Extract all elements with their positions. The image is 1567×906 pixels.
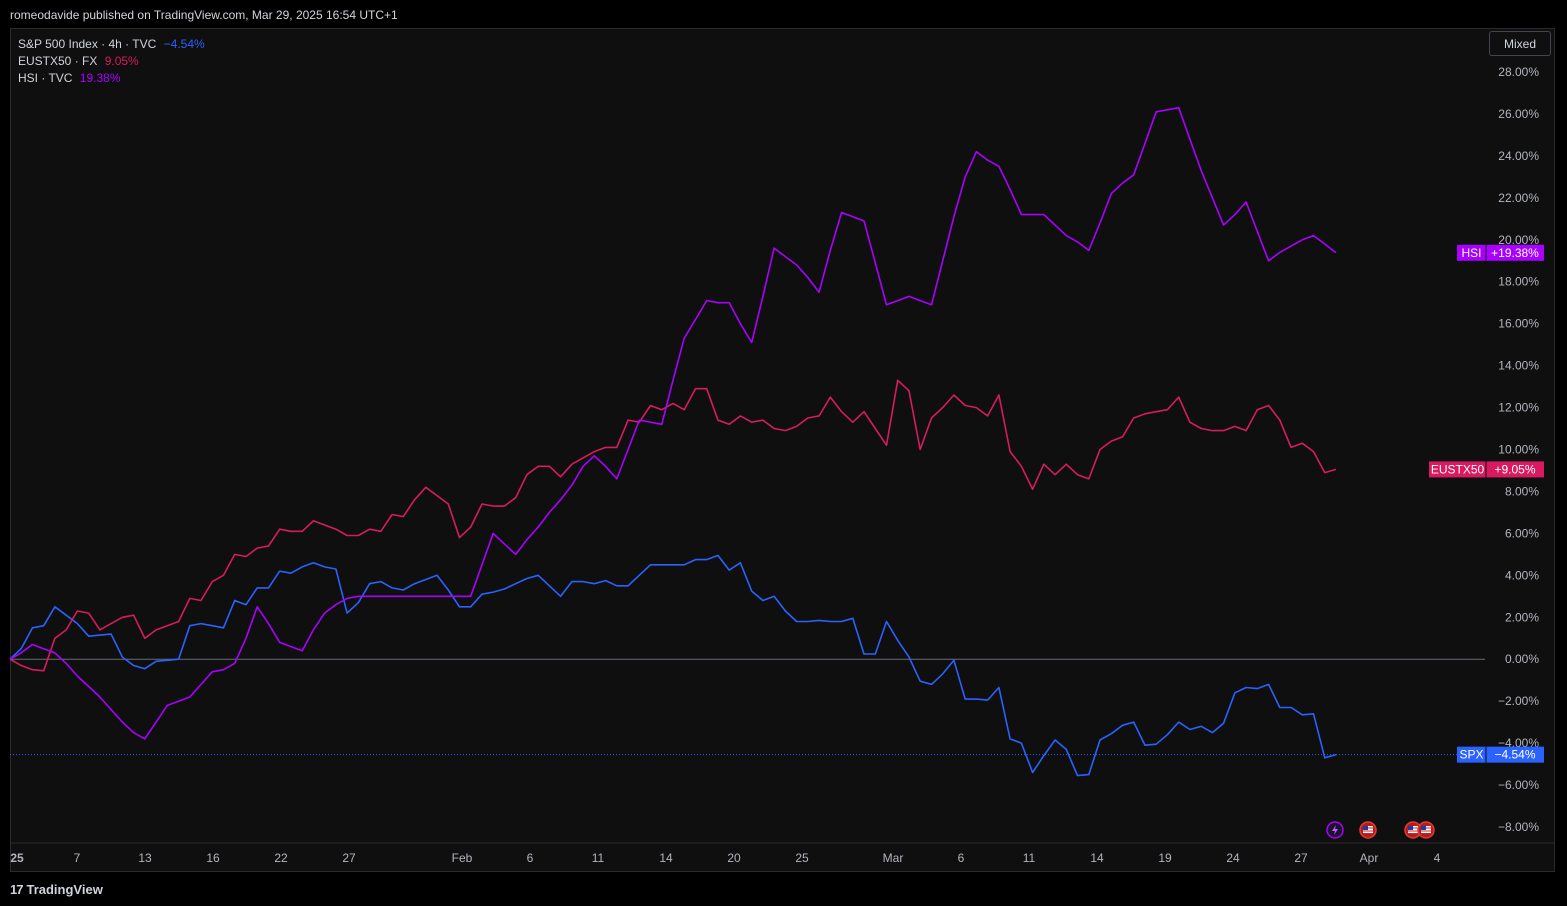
x-tick-label: 7 — [74, 851, 81, 865]
us-flag-event-icon[interactable] — [1359, 821, 1377, 839]
x-tick-label: 25 — [795, 851, 809, 865]
x-tick-label: 16 — [206, 851, 220, 865]
legend-row-hsi[interactable]: HSI · TVC 19.38% — [18, 70, 205, 87]
x-tick-label: 25 — [10, 851, 24, 865]
tradingview-logo-icon: 17 — [10, 881, 24, 897]
publish-header: romeodavide published on TradingView.com… — [0, 0, 1567, 30]
scale-mode-label: Mixed — [1503, 36, 1536, 51]
legend-value: 9.05% — [104, 54, 139, 68]
price-label-tag: SPX — [1459, 748, 1483, 762]
tradingview-brand: TradingView — [26, 881, 103, 897]
axis-layer: 28.00% 26.00% 24.00% 22.00% 20.00% 18.00% 16.0… — [10, 65, 1555, 865]
footer: 17 TradingView — [0, 872, 1567, 906]
price-label-value-bg — [1486, 461, 1544, 478]
x-tick-label: 11 — [1023, 851, 1036, 865]
x-tick-label: Mar — [883, 851, 904, 865]
label-layer: SPX −4.54% EUSTX50 +9.05% HSI +19.38% — [1429, 244, 1544, 763]
legend-row-spx[interactable]: S&P 500 Index · 4h · TVC −4.54% — [18, 36, 205, 53]
series-line-spx[interactable] — [9, 554, 1337, 777]
x-tick-label: Apr — [1360, 851, 1379, 865]
price-label-tag: EUSTX50 — [1431, 462, 1485, 476]
legend-value: 19.38% — [79, 71, 121, 85]
price-label-value-bg — [1486, 244, 1544, 261]
y-tick-label: 2.00% — [1505, 610, 1539, 624]
price-label-spx: SPX −4.54% — [1457, 746, 1544, 763]
price-label-tag: HSI — [1461, 246, 1481, 260]
series-line-eustx50[interactable] — [9, 379, 1337, 672]
y-tick-label: −8.00% — [1498, 820, 1539, 834]
x-tick-label: 11 — [592, 851, 605, 865]
us-flag-event-icon[interactable] — [1404, 821, 1422, 839]
x-tick-label: 27 — [342, 851, 356, 865]
scale-mode-button[interactable]: Mixed — [1489, 31, 1551, 56]
y-tick-label: 4.00% — [1505, 568, 1539, 582]
y-tick-label: 6.00% — [1505, 526, 1539, 540]
legend-name: EUSTX50 · FX — [18, 54, 98, 68]
x-tick-label: 24 — [1226, 851, 1240, 865]
price-label-value-bg — [1486, 746, 1544, 763]
y-tick-label: 8.00% — [1505, 484, 1539, 498]
y-tick-label: 22.00% — [1498, 191, 1539, 205]
x-tick-label: Feb — [452, 851, 473, 865]
x-tick-label: 22 — [274, 851, 288, 865]
y-tick-label: 24.00% — [1498, 149, 1539, 163]
y-tick-label: −6.00% — [1498, 778, 1539, 792]
tradingview-logo[interactable]: 17 TradingView — [10, 882, 103, 897]
price-label-tag-bg — [1457, 746, 1486, 763]
y-tick-label: 0.00% — [1505, 652, 1539, 666]
chart-legend: S&P 500 Index · 4h · TVC −4.54% EUSTX50 … — [18, 36, 205, 87]
series-layer — [9, 106, 1485, 777]
lightning-event-icon[interactable] — [1326, 821, 1344, 839]
x-tick-label: 14 — [659, 851, 673, 865]
publish-info: romeodavide published on TradingView.com… — [10, 8, 398, 22]
x-tick-label: 19 — [1158, 851, 1172, 865]
y-tick-label: 14.00% — [1498, 359, 1539, 373]
x-tick-label: 6 — [527, 851, 534, 865]
event-layer — [1326, 821, 1435, 839]
y-tick-label: −2.00% — [1498, 694, 1539, 708]
x-tick-label: 6 — [958, 851, 965, 865]
price-label-eustx50: EUSTX50 +9.05% — [1429, 461, 1544, 478]
y-tick-label: 28.00% — [1498, 65, 1539, 79]
legend-name: S&P 500 Index · 4h · TVC — [18, 37, 157, 51]
price-label-tag-bg — [1429, 461, 1486, 478]
x-tick-label: 13 — [138, 851, 152, 865]
x-tick-label: 27 — [1294, 851, 1308, 865]
y-tick-label: 12.00% — [1498, 401, 1539, 415]
price-label-hsi: HSI +19.38% — [1457, 244, 1544, 261]
legend-name: HSI · TVC — [18, 71, 73, 85]
price-label-tag-bg — [1457, 244, 1486, 261]
x-tick-label: 20 — [727, 851, 741, 865]
chart-frame[interactable] — [10, 28, 1555, 872]
legend-row-eustx50[interactable]: EUSTX50 · FX 9.05% — [18, 53, 205, 70]
y-tick-label: 16.00% — [1498, 317, 1539, 331]
y-tick-label: −4.00% — [1498, 736, 1539, 750]
us-flag-event-icon[interactable] — [1417, 821, 1435, 839]
y-tick-label: 18.00% — [1498, 275, 1539, 289]
price-label-value: −4.54% — [1494, 748, 1535, 762]
price-label-value: +9.05% — [1494, 462, 1535, 476]
y-tick-label: 26.00% — [1498, 107, 1539, 121]
y-tick-label: 10.00% — [1498, 443, 1539, 457]
series-line-hsi[interactable] — [9, 106, 1337, 740]
x-tick-label: 14 — [1090, 851, 1104, 865]
x-tick-label: 4 — [1434, 851, 1441, 865]
y-tick-label: 20.00% — [1498, 233, 1539, 247]
legend-value: −4.54% — [163, 37, 205, 51]
price-label-value: +19.38% — [1491, 246, 1539, 260]
